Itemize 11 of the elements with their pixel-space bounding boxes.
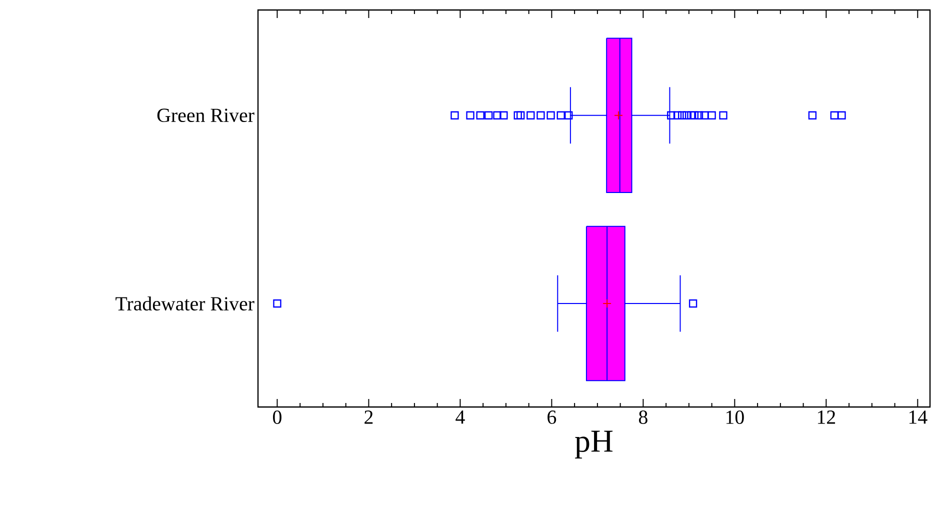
x-tick-label: 14 (909, 410, 928, 424)
x-tick-label: 2 (364, 410, 373, 424)
y-tick-label: Green River (157, 108, 254, 122)
x-tick-label: 0 (273, 410, 282, 424)
x-tick-label: 4 (456, 410, 465, 424)
y-tick-label: Tradewater River (116, 296, 254, 311)
x-tick-label: 12 (818, 410, 836, 424)
x-axis-title: pH (575, 430, 613, 458)
x-tick-label: 8 (638, 410, 648, 424)
x-tick-label: 6 (548, 410, 556, 424)
x-tick-label: 10 (726, 410, 744, 424)
